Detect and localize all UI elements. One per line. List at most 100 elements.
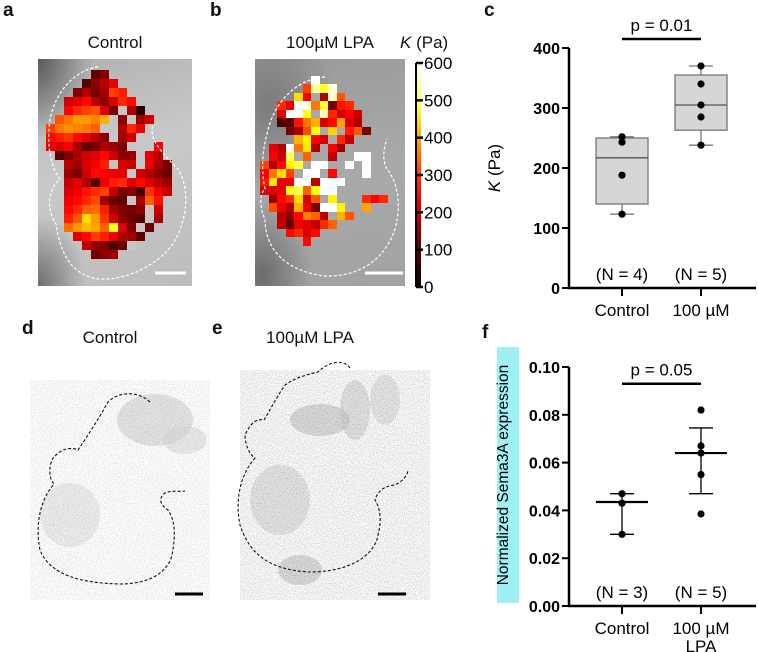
heatmap-b-cell xyxy=(336,152,345,161)
heatmap-b-cell xyxy=(328,194,337,203)
heatmap-a-cell xyxy=(55,124,64,133)
heatmap-a-cell xyxy=(73,106,82,115)
chart-f-ylabel: Normalized Sema3A expression xyxy=(495,365,512,586)
heatmap-b-cell xyxy=(328,177,337,186)
heatmap-a-cell xyxy=(109,97,118,106)
heatmap-b-cell xyxy=(285,109,294,118)
heatmap-b-cell xyxy=(353,118,362,127)
heatmap-b-cell xyxy=(336,109,345,118)
heatmap-a-cell xyxy=(163,178,172,187)
heatmap-a-cell xyxy=(100,160,109,169)
data-point xyxy=(697,470,705,479)
heatmap-a-cell xyxy=(91,232,100,241)
heatmap-b-cell xyxy=(319,211,328,220)
heatmap-a-cell xyxy=(109,196,118,205)
heatmap-b-cell xyxy=(285,126,294,135)
heatmap-a-cell xyxy=(109,214,118,223)
heatmap-a-cell xyxy=(91,187,100,196)
data-point xyxy=(618,490,626,498)
heatmap-a-cell xyxy=(136,178,145,187)
heatmap-b-cell xyxy=(277,101,286,110)
sema3a-signal-e xyxy=(240,370,430,600)
heatmap-a-cell xyxy=(100,79,109,88)
x-category-label-line2: LPA xyxy=(686,319,718,320)
heatmap-a-cell xyxy=(82,160,91,169)
x-category-label: 100 µM xyxy=(672,619,729,638)
x-category-label: Control xyxy=(595,619,650,638)
heatmap-b-cell xyxy=(362,169,371,178)
heatmap-a-cell xyxy=(100,241,109,250)
heatmap-b-cell xyxy=(302,152,311,161)
heatmap-b-cell xyxy=(336,169,345,178)
heatmap-b-cell xyxy=(268,194,277,203)
heatmap-a-cell xyxy=(118,115,127,124)
heatmap-b-cell xyxy=(362,126,371,135)
heatmap-a-cell xyxy=(100,223,109,232)
heatmap-a-cell xyxy=(118,151,127,160)
heatmap-b-cell xyxy=(328,101,337,110)
heatmap-a-cell xyxy=(145,205,154,214)
heatmap-b-cell xyxy=(294,203,303,212)
data-point xyxy=(697,141,705,149)
heatmap-a-cell xyxy=(118,124,127,133)
heatmap-b-cell xyxy=(277,152,286,161)
tissue-outline-b xyxy=(260,76,399,277)
heatmap-a-cell xyxy=(109,223,118,232)
data-point xyxy=(618,499,626,507)
tissue-outline-d xyxy=(37,393,186,585)
heatmap-b-cell xyxy=(328,118,337,127)
colorbar-label: K (Pa) xyxy=(400,33,448,53)
heatmap-b-cell xyxy=(277,118,286,127)
heatmap-b-cell xyxy=(302,84,311,93)
heatmap-a-cell xyxy=(55,151,64,160)
heatmap-a-cell xyxy=(118,178,127,187)
y-tick-label: 400 xyxy=(533,41,560,58)
heatmap-a-cell xyxy=(136,214,145,223)
heatmap-b-cell xyxy=(311,220,320,229)
heatmap-b-cell xyxy=(311,152,320,161)
heatmap-b-cell xyxy=(294,177,303,186)
panel-letter-f: f xyxy=(482,322,489,343)
heatmap-a-cell xyxy=(163,169,172,178)
box-iqr xyxy=(595,137,649,205)
heatmap-a-cell xyxy=(46,133,55,142)
heatmap-b-cell xyxy=(294,186,303,195)
heatmap-a-cell xyxy=(100,133,109,142)
heatmap-b-cell xyxy=(336,211,345,220)
heatmap-b-cell xyxy=(336,135,345,144)
data-point xyxy=(697,113,705,121)
heatmap-b-cell xyxy=(362,203,371,212)
heatmap-a-cell xyxy=(100,88,109,97)
heatmap-b-cell xyxy=(294,118,303,127)
x-category-label: Control xyxy=(595,301,650,320)
heatmap-b-cell xyxy=(328,126,337,135)
heatmap-b-cell xyxy=(328,203,337,212)
chart-f-scatter: Normalized Sema3A expression 0.00 0.02 0.0… xyxy=(495,360,756,652)
heatmap-a-cell xyxy=(82,232,91,241)
heatmap-b-cell xyxy=(319,84,328,93)
heatmap-a-cell xyxy=(64,196,73,205)
heatmap-a-cell xyxy=(145,151,154,160)
heatmap-a-cell xyxy=(91,151,100,160)
heatmap-a-cell xyxy=(82,169,91,178)
heatmap-a-cell xyxy=(55,133,64,142)
heatmap-b-cell xyxy=(302,220,311,229)
heatmap-b-cell xyxy=(345,101,354,110)
panel-letter-b: b xyxy=(210,0,222,21)
heatmap-a-cell xyxy=(91,169,100,178)
heatmap-b-cell xyxy=(336,143,345,152)
heatmap-b-cell xyxy=(311,109,320,118)
sample-size-label: (N = 4) xyxy=(596,265,648,284)
heatmap-b-cell xyxy=(311,84,320,93)
heatmap-b-cell xyxy=(268,203,277,212)
heatmap-a-cell xyxy=(118,205,127,214)
heatmap-a-cell xyxy=(82,133,91,142)
heatmap-a-cell xyxy=(127,106,136,115)
data-point xyxy=(697,62,705,70)
heatmap-b-cell xyxy=(294,152,303,161)
heatmap-a-cell xyxy=(118,160,127,169)
heatmap-a-cell xyxy=(82,151,91,160)
heatmap-b-cell xyxy=(302,101,311,110)
heatmap-a-cell xyxy=(109,151,118,160)
y-tick-label: 200 xyxy=(533,161,560,178)
